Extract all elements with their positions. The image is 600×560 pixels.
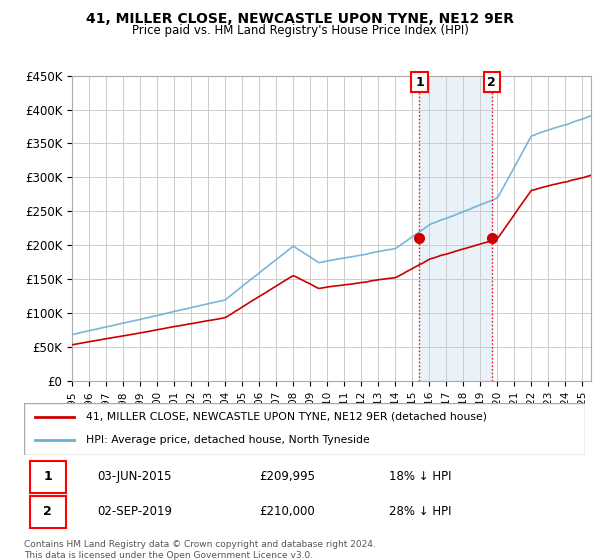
FancyBboxPatch shape (29, 496, 66, 528)
Text: 2: 2 (487, 76, 496, 88)
Text: 18% ↓ HPI: 18% ↓ HPI (389, 470, 451, 483)
Text: 41, MILLER CLOSE, NEWCASTLE UPON TYNE, NE12 9ER (detached house): 41, MILLER CLOSE, NEWCASTLE UPON TYNE, N… (86, 412, 487, 422)
FancyBboxPatch shape (29, 460, 66, 493)
Text: 41, MILLER CLOSE, NEWCASTLE UPON TYNE, NE12 9ER: 41, MILLER CLOSE, NEWCASTLE UPON TYNE, N… (86, 12, 514, 26)
Text: Contains HM Land Registry data © Crown copyright and database right 2024.
This d: Contains HM Land Registry data © Crown c… (24, 540, 376, 560)
Bar (419, 76, 492, 381)
Text: Price paid vs. HM Land Registry's House Price Index (HPI): Price paid vs. HM Land Registry's House … (131, 24, 469, 37)
Text: 02-SEP-2019: 02-SEP-2019 (97, 505, 172, 519)
Text: 2: 2 (43, 505, 52, 519)
Text: 1: 1 (415, 76, 424, 88)
Text: £210,000: £210,000 (260, 505, 316, 519)
Text: 28% ↓ HPI: 28% ↓ HPI (389, 505, 451, 519)
Text: £209,995: £209,995 (260, 470, 316, 483)
Text: HPI: Average price, detached house, North Tyneside: HPI: Average price, detached house, Nort… (86, 435, 370, 445)
Text: 03-JUN-2015: 03-JUN-2015 (97, 470, 172, 483)
FancyBboxPatch shape (24, 403, 585, 455)
Text: 1: 1 (43, 470, 52, 483)
